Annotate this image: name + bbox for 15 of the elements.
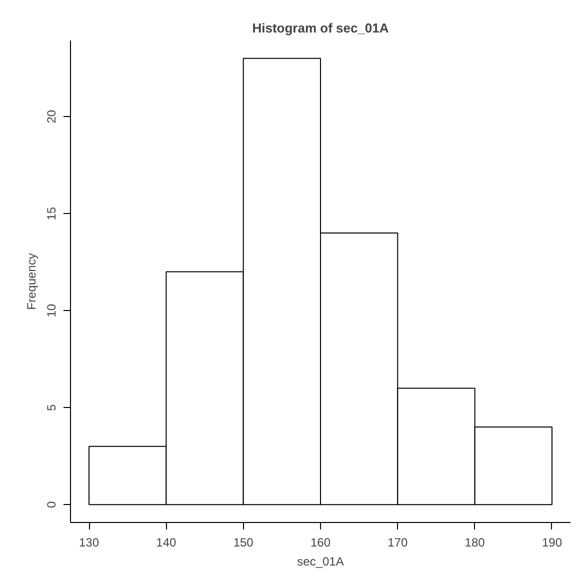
x-tick-label: 170 — [388, 536, 408, 550]
y-tick-label: 15 — [44, 206, 58, 220]
y-tick-label: 10 — [44, 304, 58, 318]
y-tick-label: 5 — [44, 404, 58, 411]
x-tick-label: 130 — [79, 536, 100, 550]
x-tick-label: 190 — [542, 536, 562, 550]
x-tick-label: 140 — [156, 536, 177, 550]
x-tick-label: 150 — [233, 536, 254, 550]
y-axis-title: Frequency — [24, 253, 38, 310]
x-axis-title: sec_01A — [297, 554, 344, 568]
y-tick-label: 20 — [44, 110, 58, 124]
y-tick-label: 0 — [44, 500, 58, 508]
chart-title: Histogram of sec_01A — [252, 20, 390, 36]
x-tick-label: 160 — [310, 536, 331, 550]
x-tick-label: 180 — [464, 536, 486, 550]
